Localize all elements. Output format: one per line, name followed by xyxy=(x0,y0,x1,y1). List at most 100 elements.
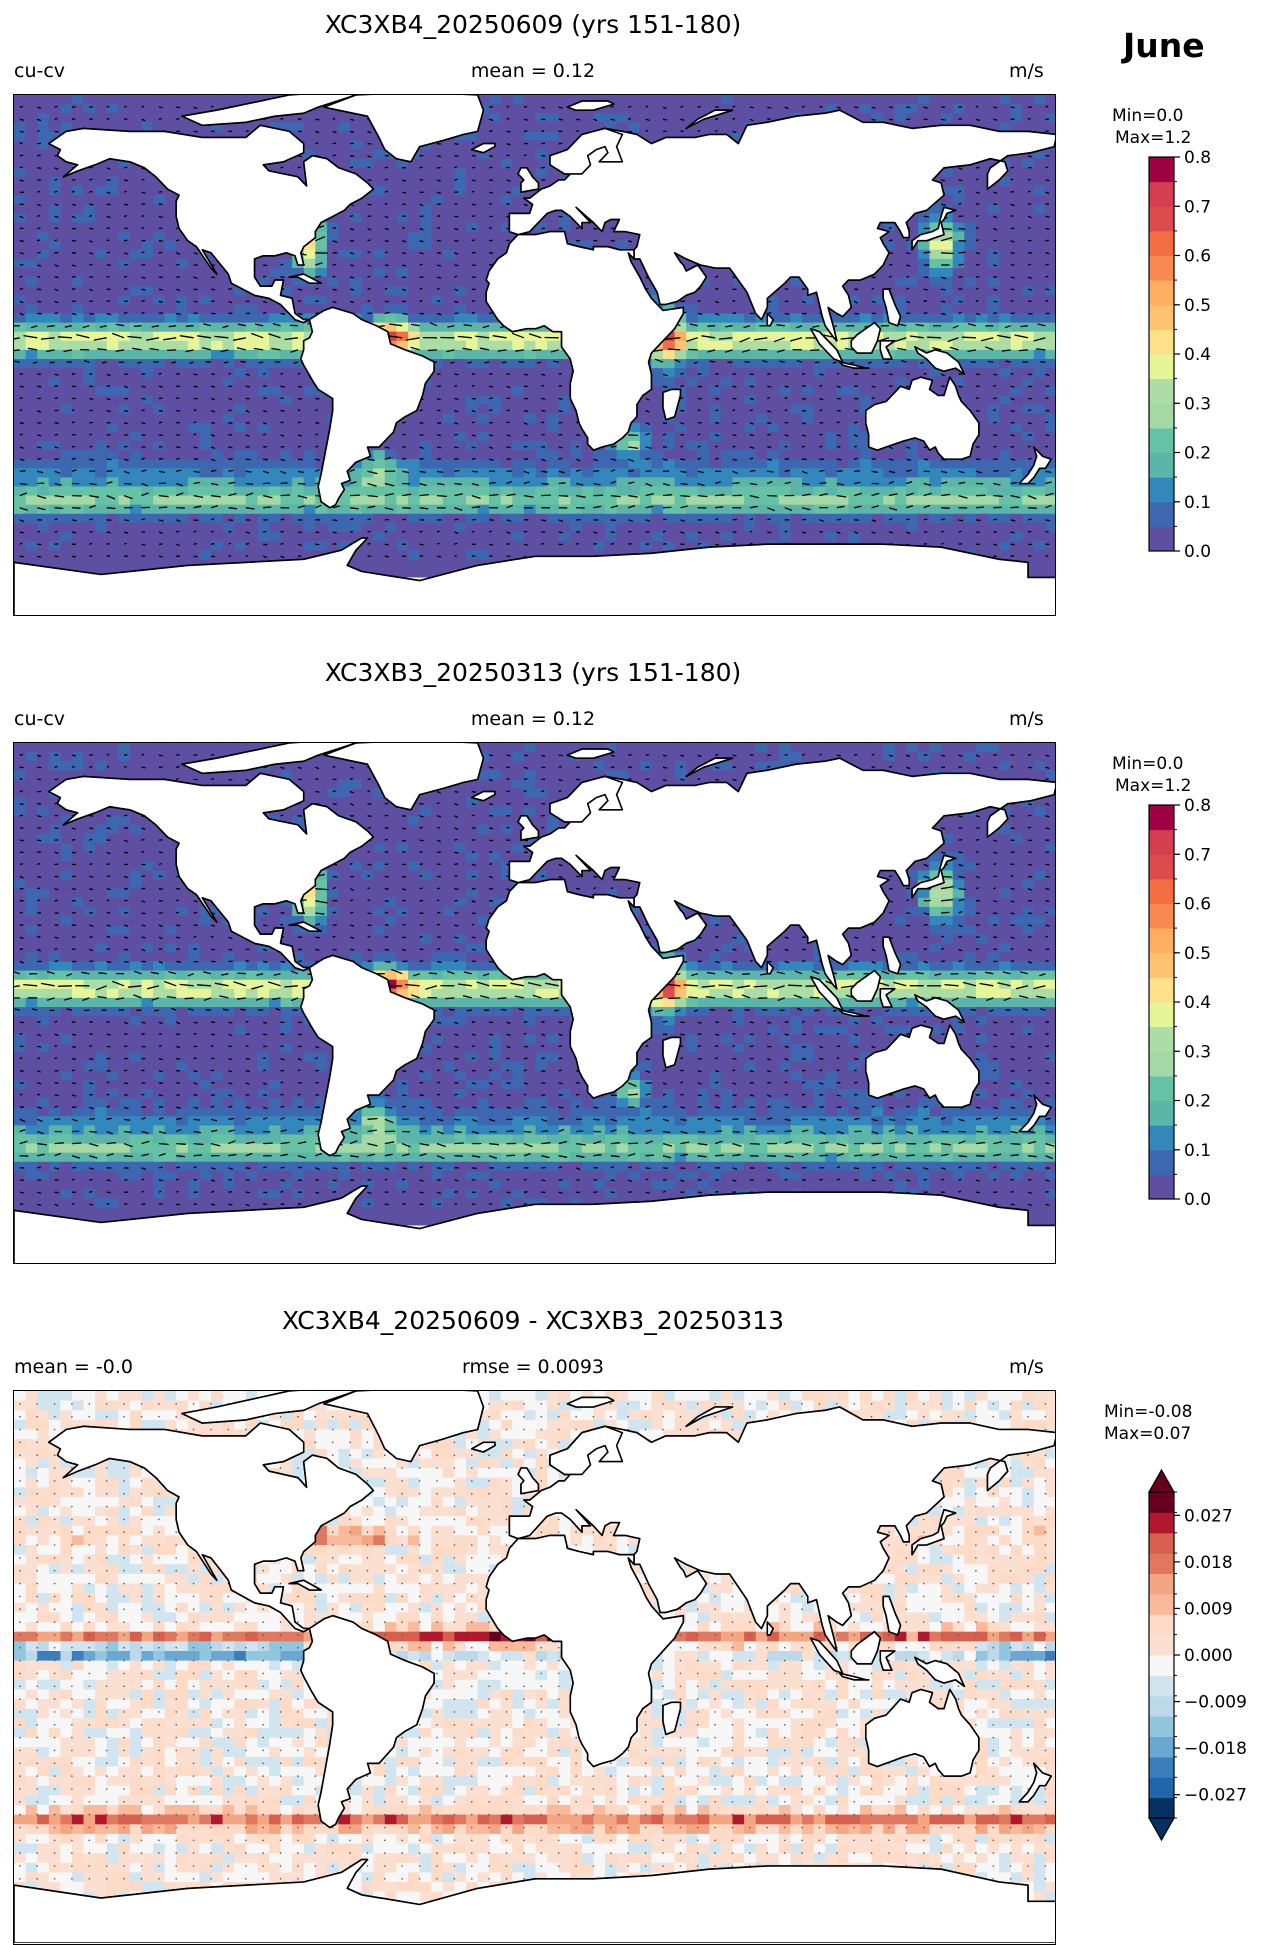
colorbar-tick-label: 0.6 xyxy=(1184,247,1211,267)
colorbar-tick-label: 0.3 xyxy=(1184,394,1211,414)
colorbar-1-max-label: Max=1.2 xyxy=(1115,128,1191,148)
colorbar-segment xyxy=(1149,157,1174,183)
colorbar-tick-label: −0.027 xyxy=(1184,1786,1247,1806)
colorbar-tick-label: 0.0 xyxy=(1184,542,1211,562)
colorbar-2-min-label: Min=0.0 xyxy=(1112,754,1183,774)
colorbar-segment xyxy=(1149,255,1174,281)
colorbar-tick-label: 0.5 xyxy=(1184,944,1211,964)
colorbar-segment xyxy=(1149,829,1174,855)
colorbar-1-min-label: Min=0.0 xyxy=(1112,106,1183,126)
colorbar-tick-label: 0.018 xyxy=(1184,1553,1233,1573)
colorbar-segment xyxy=(1149,1512,1174,1534)
colorbar-segment xyxy=(1149,378,1174,404)
colorbar-segment xyxy=(1149,1593,1174,1615)
colorbar-segment xyxy=(1149,1532,1174,1554)
colorbar-segment xyxy=(1149,1553,1174,1575)
p3-svg xyxy=(14,1391,1055,1943)
p1-svg xyxy=(14,95,1055,615)
panel-2-map xyxy=(13,742,1056,1264)
panel-3-right-label: m/s xyxy=(1009,1356,1044,1378)
colorbar-tick-label: 0.009 xyxy=(1184,1599,1233,1619)
colorbar-extend-max xyxy=(1147,1468,1176,1493)
colorbar-tick-label: 0.6 xyxy=(1184,895,1211,915)
colorbar-1: 0.8 0.7 0.6 0.5 0.4 0.3 0.2 0.1 0.0 xyxy=(1148,148,1211,562)
panel-3-map xyxy=(13,1390,1056,1945)
colorbar-segment xyxy=(1149,1149,1174,1175)
colorbar-segment xyxy=(1149,1100,1174,1126)
panel-2-left-label: cu-cv xyxy=(14,708,65,730)
colorbar-segment xyxy=(1149,1026,1174,1052)
colorbar-segment xyxy=(1149,329,1174,355)
colorbar-segment xyxy=(1149,1756,1174,1778)
colorbar-segment xyxy=(1149,452,1174,478)
colorbar-3: 0.027 0.018 0.009 0.000 −0.009 −0.018 −0.027 xyxy=(1147,1468,1247,1842)
colorbar-tick-label: 0.5 xyxy=(1184,296,1211,316)
vector-dots xyxy=(14,1391,1055,1943)
panel-1-right-label: m/s xyxy=(1009,60,1044,82)
colorbar-tick-label: 0.1 xyxy=(1184,493,1211,513)
colorbar-segment xyxy=(1149,1051,1174,1077)
panel-3-title: XC3XB4_20250609 - XC3XB3_20250313 xyxy=(0,1306,1066,1335)
colorbar-segment xyxy=(1149,928,1174,954)
panel-3-center-label: rmse = 0.0093 xyxy=(0,1356,1066,1378)
colorbar-tick-label: −0.018 xyxy=(1184,1739,1247,1759)
colorbar-segment xyxy=(1149,206,1174,232)
colorbar-segment xyxy=(1149,1675,1174,1697)
colorbar-tick-label: 0.027 xyxy=(1184,1506,1233,1526)
colorbar-segment xyxy=(1149,526,1174,552)
colorbar-segment xyxy=(1149,280,1174,306)
colorbar-segment xyxy=(1149,1573,1174,1595)
cb1-svg: 0.8 0.7 0.6 0.5 0.4 0.3 0.2 0.1 0.0 xyxy=(1148,148,1211,562)
colorbar-tick-label: 0.7 xyxy=(1184,845,1211,865)
month-label: June xyxy=(1123,26,1205,65)
colorbar-3-min-label: Min=-0.08 xyxy=(1104,1402,1192,1422)
colorbar-segment xyxy=(1149,1695,1174,1717)
colorbar-segment xyxy=(1149,1716,1174,1738)
colorbar-segment xyxy=(1149,1736,1174,1758)
cb3-svg: 0.027 0.018 0.009 0.000 −0.009 −0.018 −0.027 xyxy=(1147,1468,1247,1842)
panel-3-left-label: mean = -0.0 xyxy=(14,1356,133,1378)
panel-1-map xyxy=(13,94,1056,616)
colorbar-segment xyxy=(1149,427,1174,454)
colorbar-segment xyxy=(1149,477,1174,503)
colorbar-tick-label: 0.4 xyxy=(1184,345,1211,365)
cb2-svg: 0.8 0.7 0.6 0.5 0.4 0.3 0.2 0.1 0.0 xyxy=(1148,796,1211,1210)
colorbar-segment xyxy=(1149,1075,1174,1102)
colorbar-segment xyxy=(1149,854,1174,880)
colorbar-extend-min xyxy=(1147,1817,1176,1842)
colorbar-segment xyxy=(1149,1002,1174,1028)
colorbar-tick-label: 0.3 xyxy=(1184,1042,1211,1062)
colorbar-segment xyxy=(1149,1655,1174,1676)
colorbar-segment xyxy=(1149,878,1174,905)
colorbar-segment xyxy=(1149,230,1174,257)
colorbar-tick-label: 0.8 xyxy=(1184,796,1211,816)
colorbar-segment xyxy=(1149,1174,1174,1200)
colorbar-segment xyxy=(1149,501,1174,527)
colorbar-tick-label: 0.1 xyxy=(1184,1141,1211,1161)
colorbar-tick-label: 0.000 xyxy=(1184,1646,1233,1666)
colorbar-segment xyxy=(1149,805,1174,831)
colorbar-2: 0.8 0.7 0.6 0.5 0.4 0.3 0.2 0.1 0.0 xyxy=(1148,796,1211,1210)
panel-2-center-label: mean = 0.12 xyxy=(0,708,1066,730)
colorbar-segment xyxy=(1149,952,1174,978)
colorbar-tick-label: 0.7 xyxy=(1184,197,1211,217)
panel-1-left-label: cu-cv xyxy=(14,60,65,82)
colorbar-segment xyxy=(1149,1797,1174,1819)
colorbar-segment xyxy=(1149,1614,1174,1636)
colorbar-segment xyxy=(1149,1634,1174,1656)
colorbar-2-max-label: Max=1.2 xyxy=(1115,776,1191,796)
colorbar-segment xyxy=(1149,181,1174,207)
colorbar-tick-label: 0.0 xyxy=(1184,1190,1211,1210)
panel-2-right-label: m/s xyxy=(1009,708,1044,730)
colorbar-tick-label: 0.2 xyxy=(1184,444,1211,464)
colorbar-segment xyxy=(1149,977,1174,1003)
panel-1-center-label: mean = 0.12 xyxy=(0,60,1066,82)
panel-1-title: XC3XB4_20250609 (yrs 151-180) xyxy=(0,10,1066,39)
panel-2-title: XC3XB3_20250313 (yrs 151-180) xyxy=(0,658,1066,687)
colorbar-tick-label: 0.8 xyxy=(1184,148,1211,168)
colorbar-3-max-label: Max=0.07 xyxy=(1104,1424,1191,1444)
colorbar-tick-label: −0.009 xyxy=(1184,1693,1247,1713)
colorbar-segment xyxy=(1149,1777,1174,1799)
velocity-vectors xyxy=(14,95,1055,615)
colorbar-tick-label: 0.2 xyxy=(1184,1092,1211,1112)
